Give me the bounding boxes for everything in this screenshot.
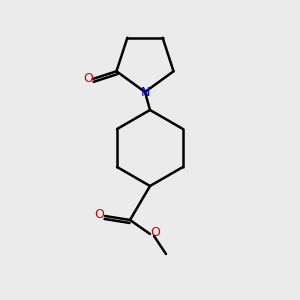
- Text: O: O: [94, 208, 104, 221]
- Text: N: N: [140, 85, 150, 98]
- Text: O: O: [83, 73, 93, 85]
- Text: O: O: [150, 226, 160, 239]
